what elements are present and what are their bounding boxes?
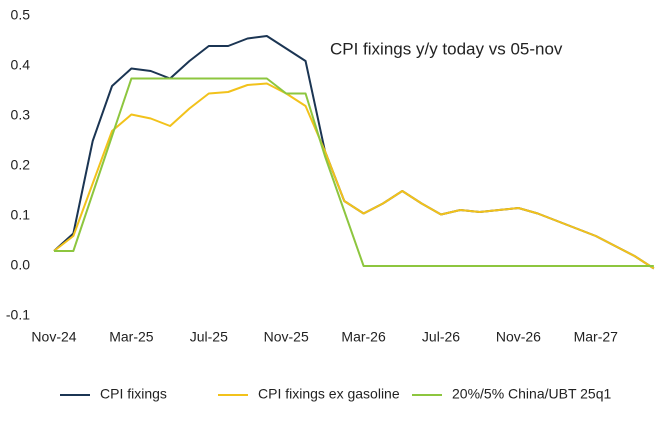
y-tick-label: -0.1: [6, 307, 30, 323]
chart-title: CPI fixings y/y today vs 05-nov: [330, 39, 563, 58]
x-tick-label: Nov-25: [264, 329, 309, 345]
x-tick-label: Mar-27: [574, 329, 619, 345]
y-tick-label: 0.4: [11, 57, 31, 73]
x-tick-label: Nov-26: [496, 329, 541, 345]
legend-label: CPI fixings: [100, 386, 167, 402]
series-line: [53, 82, 655, 270]
y-tick-label: 0.3: [11, 107, 31, 123]
x-tick-label: Mar-25: [109, 329, 154, 345]
y-tick-label: 0.5: [11, 7, 31, 23]
y-tick-label: 0.0: [11, 257, 31, 273]
x-tick-label: Jul-26: [422, 329, 460, 345]
x-tick-label: Jul-25: [190, 329, 228, 345]
series-line: [53, 35, 655, 270]
legend-label: 20%/5% China/UBT 25q1: [452, 386, 611, 402]
series-line: [54, 77, 654, 267]
legend-label: CPI fixings ex gasoline: [258, 386, 400, 402]
x-tick-label: Nov-24: [31, 329, 76, 345]
y-tick-label: 0.2: [11, 157, 31, 173]
y-tick-label: 0.1: [11, 207, 31, 223]
x-tick-label: Mar-26: [341, 329, 386, 345]
